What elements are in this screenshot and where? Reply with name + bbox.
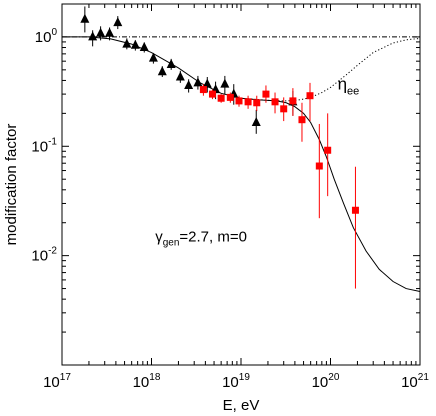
triangle-point xyxy=(113,17,123,27)
data-points xyxy=(80,6,359,289)
eta-subscript: ee xyxy=(347,86,359,98)
curve-dotted xyxy=(240,37,421,102)
eta-symbol: η xyxy=(338,75,347,94)
square-point xyxy=(351,206,359,214)
square-point xyxy=(208,90,216,98)
model-curves xyxy=(62,36,421,292)
triangle-point xyxy=(130,39,140,49)
square-point xyxy=(289,97,297,105)
axis-ticks xyxy=(61,3,421,366)
gamma-annotation: γgen=2.7, m=0 xyxy=(155,228,247,248)
square-point xyxy=(226,93,234,101)
triangle-point xyxy=(202,78,212,88)
square-point xyxy=(217,94,225,102)
triangle-point xyxy=(220,78,230,88)
y-tick-label: 100 xyxy=(35,27,58,46)
square-point xyxy=(244,98,252,106)
square-point xyxy=(253,99,261,107)
triangle-point xyxy=(175,71,185,81)
triangle-point xyxy=(122,38,132,48)
square-point xyxy=(235,97,243,105)
square-point xyxy=(315,162,323,170)
gamma-symbol: γ xyxy=(155,228,163,245)
square-point xyxy=(324,146,332,154)
square-point xyxy=(271,98,279,106)
y-tick-label: 10-1 xyxy=(31,136,57,155)
x-axis-label: E, eV xyxy=(223,397,260,414)
triangle-point xyxy=(166,58,176,68)
x-tick-label: 1018 xyxy=(133,372,161,391)
triangle-point xyxy=(105,27,115,37)
square-point xyxy=(306,92,314,100)
triangle-point xyxy=(184,79,194,89)
triangle-point xyxy=(139,42,149,52)
triangle-point xyxy=(157,66,167,76)
x-tick-label: 1021 xyxy=(401,372,429,391)
x-tick-label: 1020 xyxy=(312,372,340,391)
square-point xyxy=(199,86,207,94)
axis-tick-labels: 1017 1018 1019 1020 1021 100 10-1 10-2 xyxy=(31,27,429,391)
triangle-point xyxy=(80,13,90,23)
square-point xyxy=(262,90,270,98)
y-axis-label: modification factor xyxy=(3,124,20,246)
x-tick-label: 1017 xyxy=(43,372,71,391)
gamma-subscript: gen xyxy=(163,237,180,248)
curve-solid xyxy=(62,36,421,292)
triangle-point xyxy=(88,31,98,41)
y-tick-label: 10-2 xyxy=(31,246,57,265)
square-point xyxy=(280,105,288,113)
triangle-point xyxy=(148,52,158,62)
triangle-point xyxy=(96,27,106,37)
gamma-annotation-text: =2.7, m=0 xyxy=(179,228,247,245)
eta-ee-label: ηee xyxy=(338,75,360,98)
plot-frame xyxy=(61,3,421,366)
triangle-point xyxy=(193,77,203,87)
triangle-point xyxy=(251,116,261,126)
square-point xyxy=(298,116,306,124)
x-tick-label: 1019 xyxy=(222,372,250,391)
